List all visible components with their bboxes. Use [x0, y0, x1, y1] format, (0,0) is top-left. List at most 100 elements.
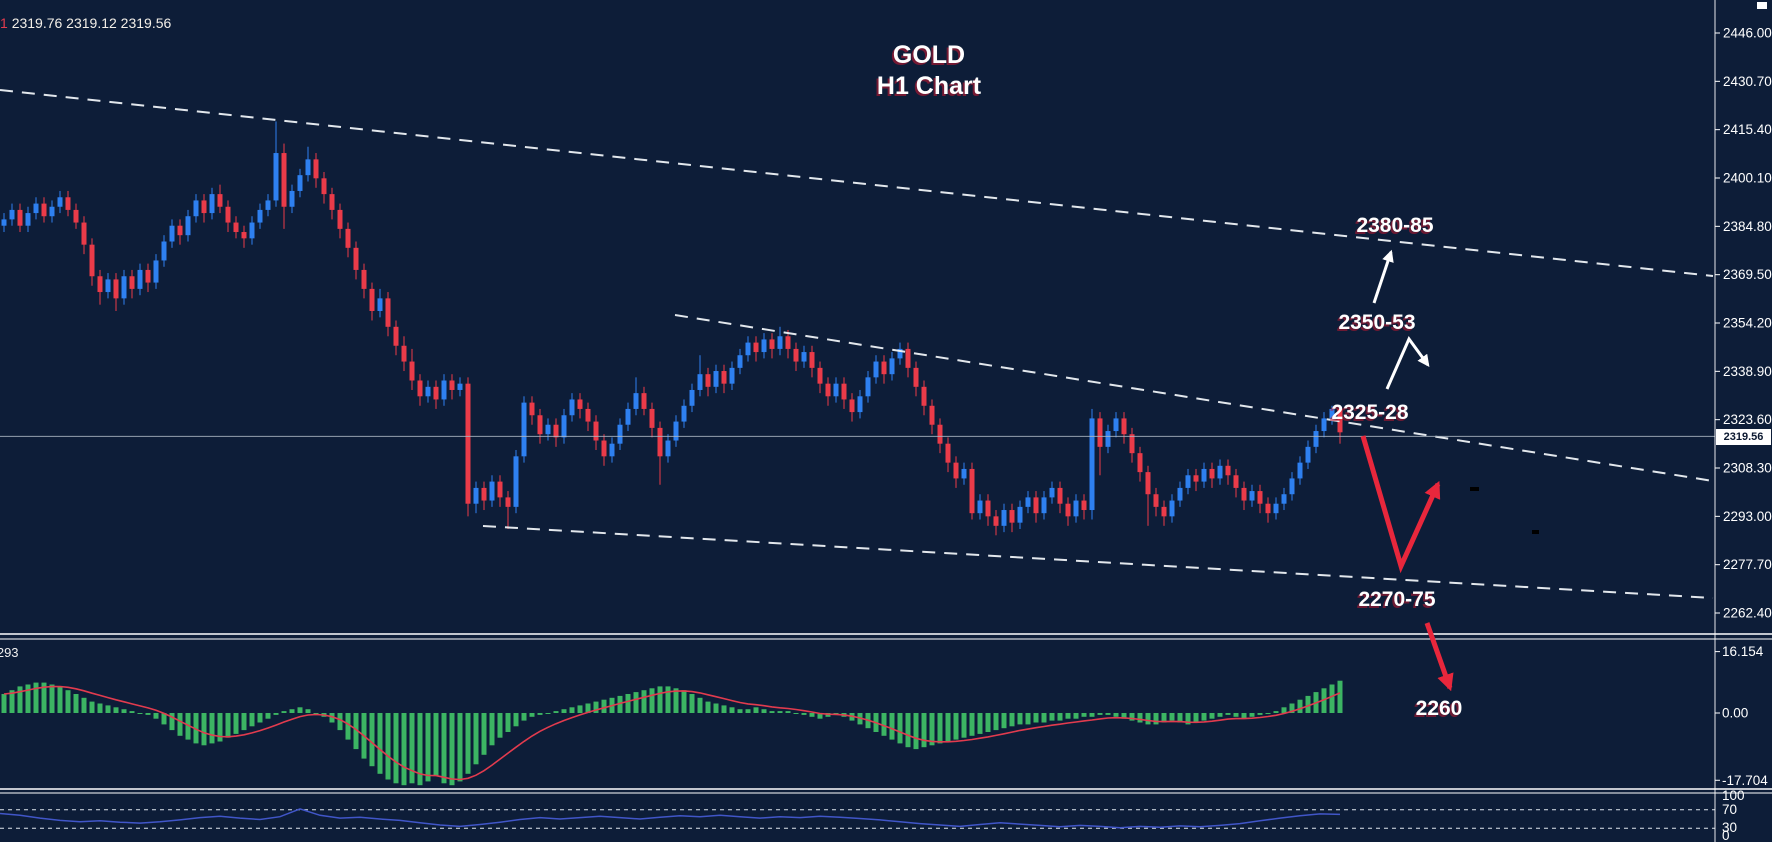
candle-body	[17, 209, 23, 226]
candle-body	[449, 380, 455, 390]
macd-bar	[257, 713, 263, 723]
panel-separator[interactable]	[0, 788, 1772, 794]
candle-body	[81, 222, 87, 245]
candle-body	[761, 339, 767, 353]
macd-bar	[721, 705, 727, 713]
macd-bar	[1289, 703, 1295, 713]
candle-body	[593, 421, 599, 441]
trend-channel-line[interactable]	[0, 89, 1714, 277]
small-black-mark	[1470, 487, 1479, 491]
macd-bar	[1305, 695, 1311, 713]
oscillator-tick-label: 0	[1722, 828, 1730, 842]
macd-bar	[1065, 713, 1071, 719]
macd-bar	[977, 713, 983, 734]
candle-body	[441, 380, 447, 400]
macd-bar	[137, 713, 143, 714]
trend-channel-line[interactable]	[482, 525, 1714, 599]
candle-body	[113, 279, 119, 299]
candle-body	[961, 468, 967, 479]
macd-bar	[433, 713, 439, 776]
candle-body	[665, 440, 671, 457]
macd-bar	[1193, 713, 1199, 723]
macd-bar	[985, 713, 991, 732]
candle-body	[401, 345, 407, 362]
macd-bar	[241, 713, 247, 731]
macd-signal-line	[3, 685, 1341, 781]
candle-body	[1073, 500, 1079, 517]
macd-bar	[129, 711, 135, 713]
macd-bar	[281, 711, 287, 713]
candle-body	[33, 203, 39, 214]
candle-body	[825, 383, 831, 397]
candle-body	[49, 206, 55, 217]
white-annotation-arrow[interactable]	[1385, 336, 1430, 390]
candle-body	[409, 361, 415, 381]
candle-body	[889, 358, 895, 375]
macd-bar	[537, 713, 543, 715]
candle-body	[905, 348, 911, 368]
macd-bar	[1177, 713, 1183, 723]
macd-bar	[57, 686, 63, 713]
candle-body	[385, 298, 391, 327]
macd-bar	[905, 713, 911, 748]
candle-body	[97, 276, 103, 293]
candle-body	[881, 361, 887, 375]
macd-bar	[1161, 713, 1167, 723]
oscillator-line	[0, 808, 1341, 829]
candle-body	[297, 175, 303, 191]
price-tick-label: 2293.00	[1723, 509, 1772, 524]
macd-bar	[1145, 713, 1151, 725]
candle-body	[201, 200, 207, 214]
macd-bar	[793, 713, 799, 714]
red-annotation-arrow[interactable]	[1360, 435, 1441, 574]
macd-bar	[297, 707, 303, 713]
macd-bar	[89, 701, 95, 713]
candle-body	[241, 232, 247, 239]
macd-bar	[969, 713, 975, 736]
price-axis[interactable]: 2446.00 2430.70 2415.40 2400.10 2384.80 2369.…	[1715, 26, 1772, 842]
macd-bar	[1201, 713, 1207, 721]
candle-body	[857, 396, 863, 413]
macd-bar	[945, 713, 951, 742]
panel-separator[interactable]	[0, 633, 1772, 640]
macd-bar	[889, 713, 895, 740]
candle-body	[1081, 500, 1087, 511]
candle-body	[681, 405, 687, 422]
candle-body	[769, 339, 775, 349]
candle-body	[417, 380, 423, 397]
candle-body	[1145, 472, 1151, 495]
candle-body	[489, 481, 495, 501]
red-annotation-arrow[interactable]	[1424, 622, 1454, 692]
candle-body	[1033, 497, 1039, 514]
macd-bar	[497, 713, 503, 738]
price-tick-label: 2369.50	[1723, 267, 1772, 282]
candle-body	[1241, 487, 1247, 501]
candle-body	[1009, 510, 1015, 523]
macd-bar	[193, 713, 199, 744]
macd-bar	[1129, 713, 1135, 721]
candle-body	[1153, 494, 1159, 507]
candle-body	[337, 209, 343, 229]
macd-bar	[1225, 713, 1231, 715]
macd-bar	[801, 713, 807, 715]
macd-bar	[769, 711, 775, 713]
candle-body	[729, 367, 735, 384]
candle-body	[529, 402, 535, 416]
candle-body	[1337, 408, 1343, 433]
macd-bar	[993, 713, 999, 731]
trend-channel-line[interactable]	[674, 314, 1714, 482]
scroll-end-marker[interactable]	[1757, 2, 1767, 9]
candle-body	[1185, 475, 1191, 488]
candle-body	[1017, 506, 1023, 523]
candle-body	[1217, 465, 1223, 479]
candle-body	[601, 440, 607, 457]
candle-body	[649, 408, 655, 428]
macd-bar	[1105, 713, 1111, 715]
white-annotation-arrow[interactable]	[1372, 249, 1394, 304]
candle-body	[169, 225, 175, 242]
macd-bar	[209, 713, 215, 744]
macd-bar	[417, 713, 423, 786]
candle-body	[937, 424, 943, 444]
candle-body	[1281, 494, 1287, 504]
